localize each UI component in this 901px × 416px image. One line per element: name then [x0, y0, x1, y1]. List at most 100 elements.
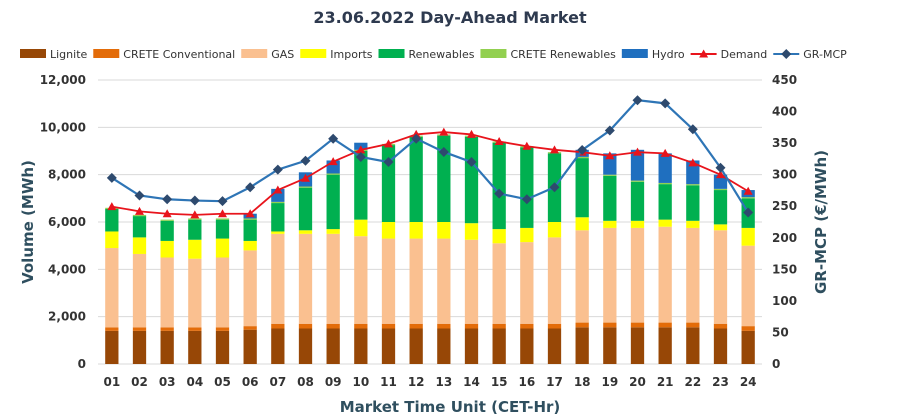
legend-item-lignite: Lignite	[20, 48, 88, 61]
bar-hydro	[686, 160, 700, 185]
legend-label: Imports	[330, 48, 373, 61]
bar-lignite	[603, 327, 617, 364]
bar-crete-renewables	[575, 156, 589, 159]
bar-imports	[132, 237, 147, 254]
bar-crete-renewables	[713, 188, 728, 191]
y-axis-title: Volume (MWh)	[19, 160, 37, 284]
legend-item-crete-conventional: CRETE Conventional	[93, 48, 235, 61]
point-demand	[494, 137, 504, 146]
point-gr-mcp	[632, 95, 643, 106]
point-demand	[135, 206, 144, 215]
bar-renewables	[326, 174, 340, 230]
bar-imports	[298, 230, 313, 234]
bar-imports	[188, 239, 202, 259]
x-tick-label: 05	[214, 375, 231, 389]
bar-crete-conventional	[105, 327, 119, 331]
bar-gas	[105, 248, 119, 328]
bar-crete-renewables	[160, 219, 174, 221]
bar-lignite	[105, 330, 119, 364]
bar-lignite	[492, 328, 506, 364]
bar-gas	[298, 233, 313, 324]
x-axis-title: Market Time Unit (CET-Hr)	[340, 398, 561, 416]
bar-lignite	[271, 328, 285, 364]
bar-gas	[381, 238, 396, 324]
bar-crete-renewables	[603, 174, 617, 176]
point-gr-mcp	[106, 172, 117, 183]
bar-imports	[354, 219, 368, 237]
bar-renewables	[464, 136, 479, 224]
bar-imports	[105, 231, 119, 249]
bar-crete-conventional	[713, 323, 728, 329]
bar-renewables	[658, 184, 672, 220]
bar-renewables	[132, 216, 147, 238]
bar-imports	[215, 238, 230, 258]
x-tick-label: 11	[380, 375, 397, 389]
point-gr-mcp	[521, 194, 532, 205]
x-tick-label: 21	[657, 375, 674, 389]
point-demand	[660, 148, 670, 157]
bar-imports	[603, 220, 617, 228]
point-demand	[467, 129, 476, 138]
bar-crete-conventional	[437, 323, 451, 329]
gridlines	[98, 79, 762, 365]
x-tick-label: 01	[103, 375, 120, 389]
legend-label: Lignite	[50, 48, 88, 61]
point-gr-mcp	[466, 157, 477, 168]
point-gr-mcp	[743, 207, 754, 218]
bar-lignite	[215, 330, 230, 364]
x-tick-label: 03	[159, 375, 176, 389]
bar-gas	[132, 253, 147, 328]
bar-renewables	[105, 208, 119, 232]
bar-crete-conventional	[215, 327, 230, 331]
bar-crete-conventional	[464, 323, 479, 329]
bar-renewables	[437, 135, 451, 222]
x-tick-label: 07	[269, 375, 286, 389]
bar-crete-conventional	[547, 323, 562, 329]
bar-renewables	[630, 181, 645, 221]
legend-item-gas: GAS	[241, 48, 294, 61]
legend-label: Demand	[721, 48, 768, 61]
axes: 02,0004,0006,0008,00010,00012,0000501001…	[40, 73, 797, 389]
bar-crete-conventional	[520, 323, 534, 329]
bar-crete-conventional	[326, 323, 340, 329]
bar-renewables	[520, 147, 534, 228]
bar-crete-conventional	[630, 322, 645, 328]
point-demand	[439, 127, 449, 136]
bar-lignite	[464, 328, 479, 364]
point-gr-mcp	[162, 194, 173, 205]
legend-label: Hydro	[652, 48, 685, 61]
bar-crete-renewables	[741, 197, 755, 199]
bar-renewables	[686, 185, 700, 221]
bar-renewables	[243, 219, 257, 241]
point-demand	[356, 145, 366, 154]
bar-lignite	[132, 330, 147, 364]
x-tick-label: 22	[684, 375, 701, 389]
y-tick-label: 0	[78, 357, 86, 371]
point-gr-mcp	[411, 133, 422, 144]
bar-crete-conventional	[243, 326, 257, 330]
y2-tick-label: 450	[772, 73, 797, 87]
point-gr-mcp	[687, 124, 698, 135]
point-demand	[218, 209, 227, 218]
bar-imports	[713, 224, 728, 231]
y2-tick-label: 50	[772, 325, 789, 339]
bar-lignite	[575, 327, 589, 364]
point-gr-mcp	[134, 190, 145, 201]
y-tick-label: 2,000	[48, 310, 86, 324]
bar-hydro	[658, 153, 672, 183]
point-gr-mcp	[604, 125, 615, 136]
bar-imports	[271, 231, 285, 234]
bar-crete-renewables	[132, 214, 147, 217]
bar-crete-renewables	[188, 218, 202, 220]
x-tick-label: 20	[629, 375, 646, 389]
bar-lignite	[243, 329, 257, 364]
x-tick-label: 17	[546, 375, 563, 389]
bar-gas	[409, 238, 423, 324]
legend-marker	[781, 49, 792, 59]
bar-crete-conventional	[271, 323, 285, 329]
bar-lignite	[298, 328, 313, 364]
point-gr-mcp	[577, 145, 588, 156]
bar-crete-renewables	[298, 186, 313, 188]
y2-tick-label: 300	[772, 168, 797, 182]
bar-crete-conventional	[658, 322, 672, 328]
